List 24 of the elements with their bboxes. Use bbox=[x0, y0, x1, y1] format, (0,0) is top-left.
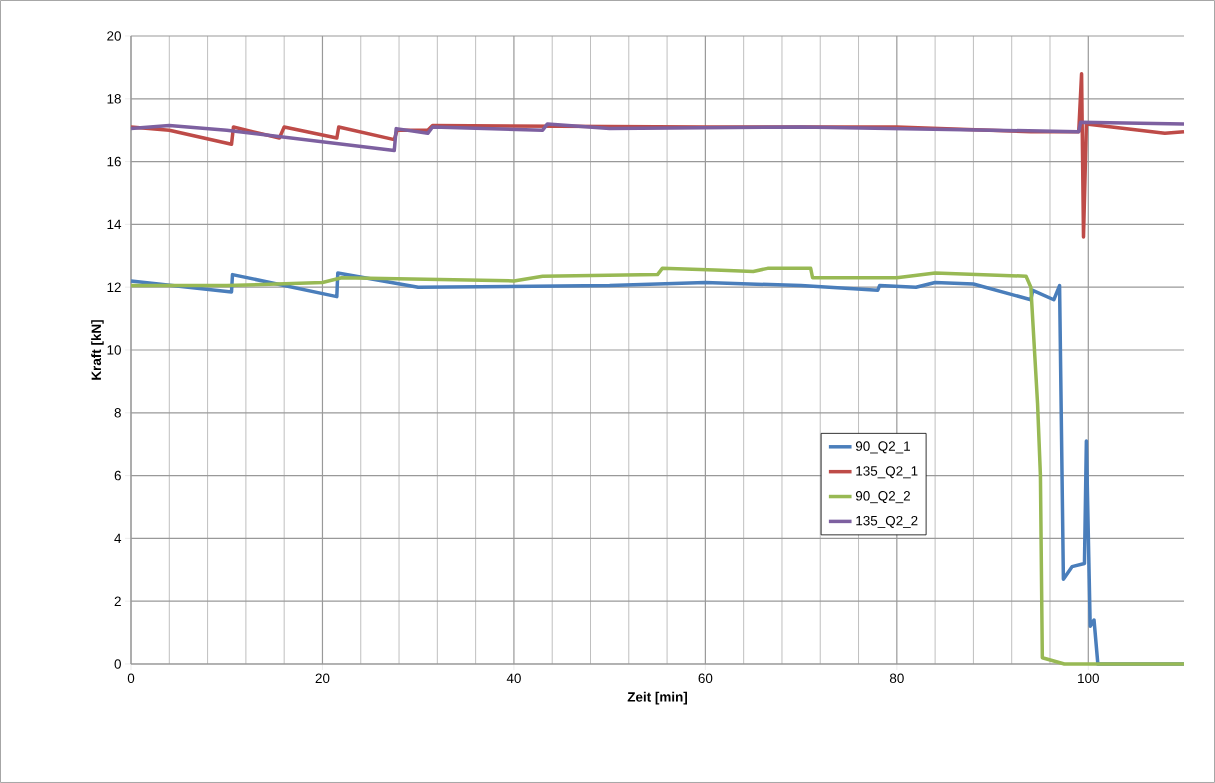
y-tick-label: 4 bbox=[114, 533, 122, 544]
y-tick-label: 2 bbox=[114, 596, 121, 606]
x-tick-label: 20 bbox=[315, 673, 330, 684]
x-tick-label: 0 bbox=[127, 673, 135, 684]
legend-label: 90_Q2_1 bbox=[855, 441, 910, 454]
x-tick-label: 80 bbox=[889, 673, 904, 684]
legend-label: 135_Q2_1 bbox=[856, 466, 918, 479]
line-series bbox=[129, 120, 1186, 153]
y-axis-title: Kraft [kN] bbox=[91, 320, 104, 380]
x-tick-label: 60 bbox=[698, 673, 713, 684]
y-tick-label: 20 bbox=[107, 31, 121, 41]
y-tick-label: 8 bbox=[114, 408, 121, 418]
legend-label: 90_Q2_2 bbox=[855, 491, 910, 504]
x-axis-title: Zeit [min] bbox=[627, 691, 687, 705]
y-tick-label: 16 bbox=[107, 156, 121, 167]
y-tick-label: 12 bbox=[107, 282, 121, 292]
y-tick-label: 14 bbox=[107, 219, 122, 230]
legend-label: 135_Q2_2 bbox=[856, 515, 918, 529]
y-tick-label: 10 bbox=[107, 345, 121, 355]
y-tick-label: 6 bbox=[114, 470, 121, 481]
x-tick-label: 40 bbox=[506, 673, 521, 684]
y-tick-label: 18 bbox=[107, 94, 121, 104]
x-tick-label: 100 bbox=[1078, 673, 1099, 684]
y-tick-label: 0 bbox=[114, 659, 121, 669]
